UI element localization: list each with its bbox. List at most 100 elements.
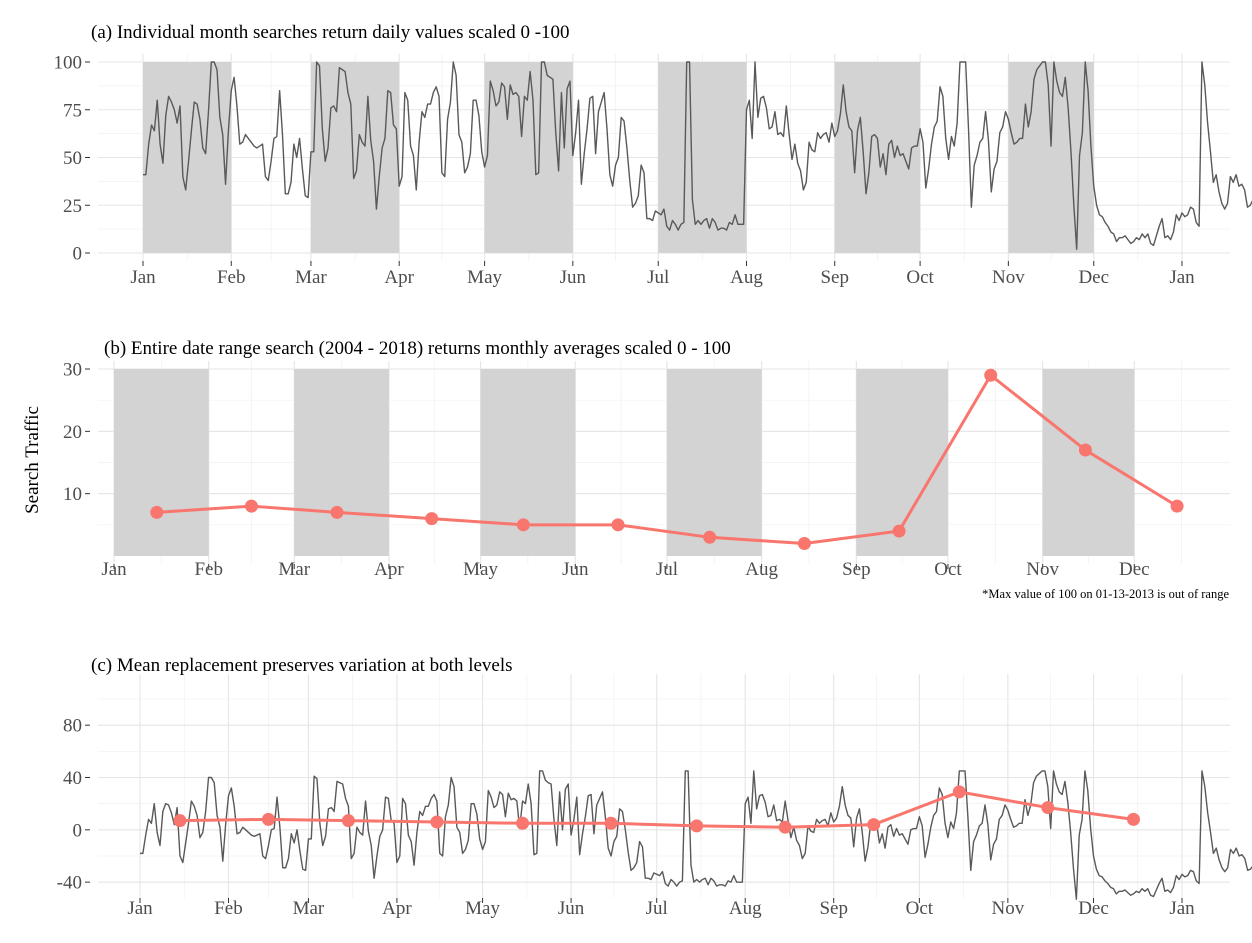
- panel-c-title: (c) Mean replacement preserves variation…: [91, 655, 513, 676]
- x-tick-label: Jun: [562, 559, 589, 580]
- monthly-average-point: [952, 785, 966, 799]
- x-tick-label: Sep: [820, 267, 849, 288]
- monthly-average-point: [173, 814, 187, 828]
- shade-sep: [834, 62, 921, 253]
- panel-b-series: [150, 368, 1184, 551]
- monthly-average-point: [244, 499, 258, 513]
- monthly-average-point: [425, 512, 439, 526]
- monthly-average-point: [778, 820, 792, 834]
- monthly-average-point: [330, 505, 344, 519]
- y-tick-label: 0: [73, 820, 83, 841]
- x-tick-label: Apr: [384, 267, 414, 288]
- x-tick-label: Jul: [646, 898, 668, 919]
- x-tick-label: Apr: [374, 559, 404, 580]
- panel-b-monthly-averages: (b) Entire date range search (2004 - 201…: [22, 338, 1230, 601]
- y-tick-label: 40: [63, 768, 82, 789]
- x-tick-label: Jul: [656, 559, 678, 580]
- x-tick-label: Jun: [560, 267, 587, 288]
- x-tick-label: Aug: [745, 559, 778, 580]
- y-tick-label: -40: [57, 873, 82, 894]
- panel-c-tick-labels: -40 0 40 80 Jan Feb Mar Apr May Jun Jul Aug Sep Oct No…: [57, 716, 1195, 919]
- panel-a-daily-values: (a) Individual month searches return dai…: [54, 22, 1252, 288]
- monthly-average-point: [867, 818, 881, 832]
- monthly-average-line: [156, 373, 1178, 546]
- daily-values-line: [140, 770, 1252, 900]
- x-tick-label: Jan: [101, 559, 127, 580]
- panel-a-month-shading: [143, 62, 1094, 253]
- monthly-average-point: [1041, 801, 1055, 815]
- y-tick-label: 25: [63, 196, 82, 217]
- x-tick-label: Nov: [992, 267, 1025, 288]
- y-tick-label: 20: [63, 422, 82, 443]
- monthly-average-point: [430, 815, 444, 829]
- x-tick-label: Oct: [906, 267, 934, 288]
- monthly-average-point: [1126, 812, 1140, 826]
- x-tick-label: Jan: [1169, 267, 1195, 288]
- monthly-average-point: [604, 816, 618, 830]
- panel-b-title: (b) Entire date range search (2004 - 201…: [104, 338, 731, 359]
- shade-jan: [114, 369, 209, 556]
- x-tick-label: Nov: [1026, 559, 1059, 580]
- monthly-average-point: [703, 530, 717, 544]
- monthly-average-point: [516, 816, 530, 830]
- monthly-average-point: [341, 814, 355, 828]
- panel-b-tick-labels: 10 20 30 Jan Feb Mar Apr May Jun Jul Aug Sep Oct Nov D…: [63, 360, 1150, 581]
- shade-mar: [294, 369, 389, 556]
- panel-a-tick-labels: 0 25 50 75 100 Jan Feb Mar Apr May Jun Jul Aug Sep Oct…: [54, 53, 1196, 289]
- x-tick-label: Sep: [819, 898, 848, 919]
- monthly-average-point: [150, 505, 164, 519]
- panel-b-note: *Max value of 100 on 01-13-2013 is out o…: [982, 587, 1229, 601]
- panel-a-title: (a) Individual month searches return dai…: [91, 22, 570, 43]
- panel-b-y-axis-title: Search Traffic: [22, 406, 43, 514]
- y-tick-label: 80: [63, 716, 82, 737]
- x-tick-label: Mar: [293, 898, 325, 919]
- x-tick-label: Jan: [127, 898, 153, 919]
- x-tick-label: Dec: [1078, 267, 1109, 288]
- shade-nov: [1008, 62, 1094, 253]
- x-tick-label: Oct: [906, 898, 934, 919]
- x-tick-label: Nov: [991, 898, 1024, 919]
- daily-values-line: [143, 61, 1252, 250]
- x-tick-label: May: [463, 559, 498, 580]
- y-tick-label: 50: [63, 148, 82, 169]
- x-tick-label: Aug: [729, 898, 762, 919]
- x-tick-label: Apr: [382, 898, 412, 919]
- y-tick-label: 100: [54, 53, 83, 74]
- monthly-average-point: [611, 518, 625, 532]
- x-tick-label: Mar: [278, 559, 310, 580]
- x-tick-label: May: [465, 898, 500, 919]
- x-tick-label: Jan: [130, 267, 156, 288]
- shade-jul: [666, 369, 762, 556]
- shade-jan: [143, 62, 232, 253]
- x-tick-label: Oct: [934, 559, 962, 580]
- x-tick-label: Jan: [1169, 898, 1195, 919]
- monthly-average-point: [261, 812, 275, 826]
- x-tick-label: Sep: [842, 559, 871, 580]
- x-tick-label: May: [467, 267, 502, 288]
- monthly-average-point: [690, 819, 704, 833]
- panel-a-series: [143, 61, 1252, 250]
- x-tick-label: Mar: [295, 267, 327, 288]
- monthly-average-point: [797, 537, 811, 551]
- y-tick-label: 10: [63, 484, 82, 505]
- x-tick-label: Dec: [1078, 898, 1109, 919]
- shade-nov: [1042, 369, 1135, 556]
- x-tick-label: Aug: [730, 267, 763, 288]
- panel-c-series: [140, 770, 1252, 900]
- x-tick-label: Feb: [214, 898, 243, 919]
- x-tick-label: Jul: [647, 267, 669, 288]
- panel-c-grid: [98, 674, 1230, 898]
- monthly-average-line: [179, 790, 1134, 829]
- monthly-average-point: [892, 524, 906, 538]
- y-tick-label: 30: [63, 360, 82, 381]
- monthly-average-point: [1170, 499, 1184, 513]
- panel-c-mean-replacement: (c) Mean replacement preserves variation…: [57, 655, 1252, 919]
- y-tick-label: 75: [63, 100, 82, 121]
- x-tick-label: Feb: [194, 559, 223, 580]
- x-tick-label: Dec: [1119, 559, 1150, 580]
- monthly-average-point: [516, 518, 530, 532]
- monthly-average-point: [984, 368, 998, 382]
- y-tick-label: 0: [73, 244, 83, 265]
- x-tick-label: Jun: [558, 898, 585, 919]
